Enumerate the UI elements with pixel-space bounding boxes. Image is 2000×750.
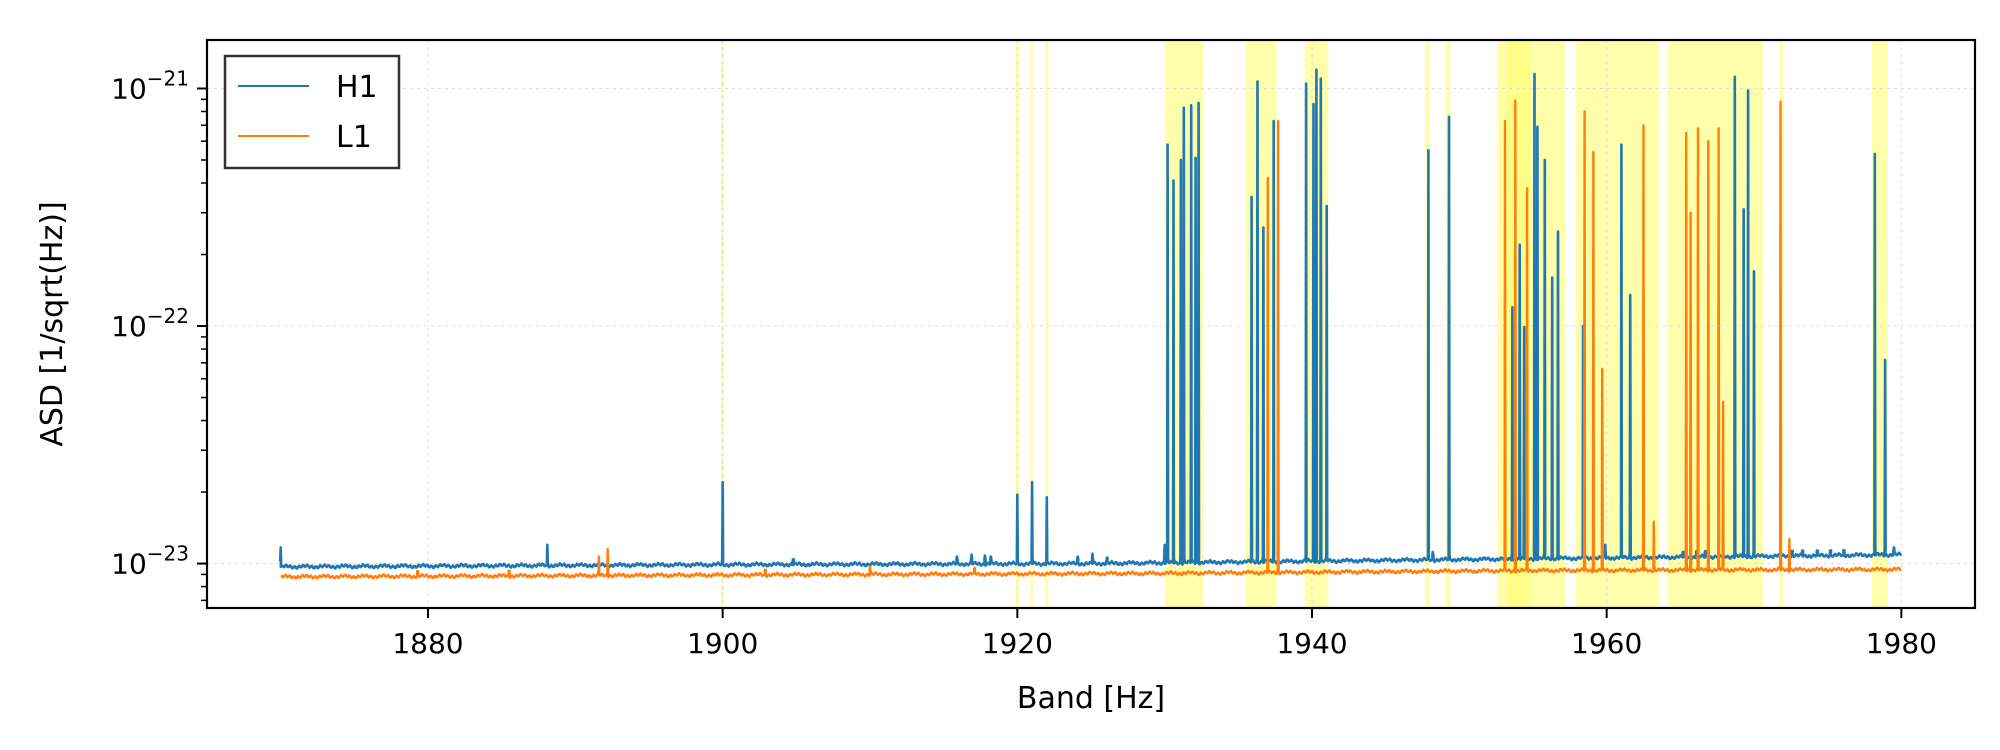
highlight-band — [1015, 40, 1019, 608]
x-tick-label: 1940 — [1276, 627, 1347, 660]
highlight-band — [1718, 40, 1763, 608]
x-tick-label: 1960 — [1571, 627, 1642, 660]
y-tick-label: 10−23 — [111, 542, 189, 581]
legend: H1 L1 — [223, 54, 401, 170]
series-line-h1 — [278, 68, 1903, 570]
plot-frame — [205, 38, 1977, 610]
legend-label-h1: H1 — [336, 70, 378, 105]
x-tick-label: 1980 — [1866, 627, 1937, 660]
legend-label-l1: L1 — [336, 120, 372, 155]
y-tick-label: 10−21 — [111, 66, 189, 105]
highlight-band — [721, 40, 725, 608]
y-axis: 10−23 10−22 10−21 — [111, 66, 207, 602]
series-lines — [278, 68, 1903, 580]
x-axis: 1880 1900 1920 1940 1960 1980 — [392, 608, 1937, 660]
y-axis-label: ASD [1/sqrt(Hz)] — [35, 201, 70, 446]
legend-box — [223, 54, 401, 170]
highlight-band — [1030, 40, 1034, 608]
y-tick-label: 10−22 — [111, 304, 189, 343]
x-tick-label: 1900 — [687, 627, 758, 660]
highlight-band — [1667, 40, 1719, 608]
x-tick-label: 1880 — [392, 627, 463, 660]
x-axis-label: Band [Hz] — [1017, 681, 1165, 716]
x-tick-label: 1920 — [982, 627, 1053, 660]
highlight-band — [1045, 40, 1049, 608]
series-line-l1 — [280, 99, 1902, 580]
highlight-band — [1637, 40, 1660, 608]
